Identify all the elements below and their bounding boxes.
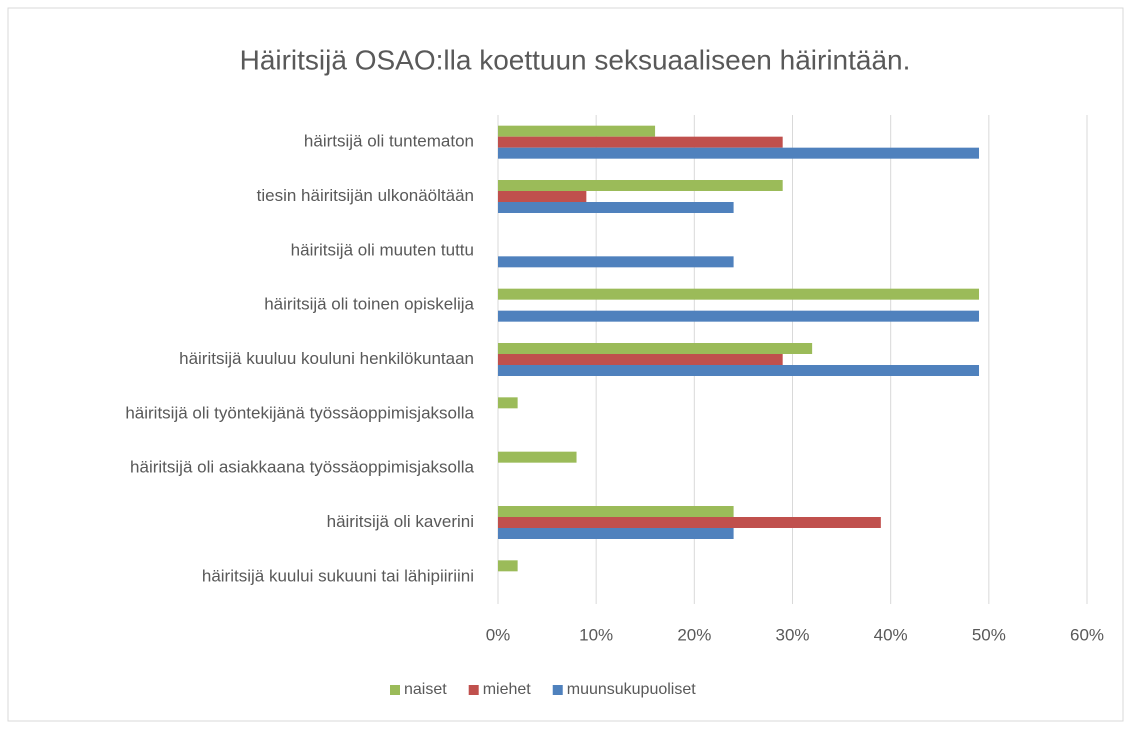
x-tick-label: 30% bbox=[775, 625, 809, 644]
chart-title: Häiritsijä OSAO:lla koettuun seksuaalise… bbox=[240, 44, 911, 75]
bar bbox=[498, 451, 577, 463]
bar bbox=[498, 517, 881, 528]
y-tick-label: tiesin häiritsijän ulkonäöltään bbox=[257, 186, 474, 205]
bar bbox=[498, 343, 813, 354]
bar bbox=[498, 191, 587, 202]
y-tick-label: häiritsijä oli toinen opiskelija bbox=[264, 295, 474, 314]
y-tick-label: häiritsijä kuuluu kouluni henkilökuntaan bbox=[179, 349, 474, 368]
y-tick-label: häiritsijä kuului sukuuni tai lähipiirii… bbox=[202, 566, 474, 585]
bar bbox=[498, 560, 518, 572]
legend-label: miehet bbox=[483, 681, 532, 698]
legend-label: muunsukupuoliset bbox=[567, 681, 697, 698]
y-tick-label: häiritsijä oli työntekijänä työssäoppimi… bbox=[125, 403, 474, 422]
x-tick-label: 50% bbox=[972, 625, 1006, 644]
bar bbox=[498, 397, 518, 409]
bar bbox=[498, 125, 656, 137]
bar bbox=[498, 256, 734, 268]
bar bbox=[498, 180, 783, 191]
legend-label: naiset bbox=[404, 681, 447, 698]
bar bbox=[498, 310, 980, 322]
legend-swatch bbox=[552, 685, 563, 695]
x-tick-label: 20% bbox=[677, 625, 711, 644]
bar bbox=[498, 147, 980, 159]
x-tick-label: 40% bbox=[874, 625, 908, 644]
bar bbox=[498, 136, 783, 148]
x-tick-label: 10% bbox=[579, 625, 613, 644]
bar bbox=[498, 354, 783, 365]
bar bbox=[498, 202, 734, 213]
bar bbox=[498, 506, 734, 517]
y-tick-label: häiritsijä oli asiakkaana työssäoppimisj… bbox=[130, 458, 474, 477]
bar bbox=[498, 288, 980, 300]
y-tick-label: häirtsijä oli tuntematon bbox=[304, 132, 474, 151]
x-tick-label: 60% bbox=[1070, 625, 1104, 644]
y-tick-label: häiritsijä oli muuten tuttu bbox=[291, 240, 474, 259]
bar bbox=[498, 528, 734, 539]
legend-swatch bbox=[468, 685, 479, 695]
x-tick-label: 0% bbox=[486, 625, 511, 644]
bar bbox=[498, 365, 980, 376]
y-tick-label: häiritsijä oli kaverini bbox=[327, 512, 474, 531]
legend-swatch bbox=[390, 685, 400, 695]
